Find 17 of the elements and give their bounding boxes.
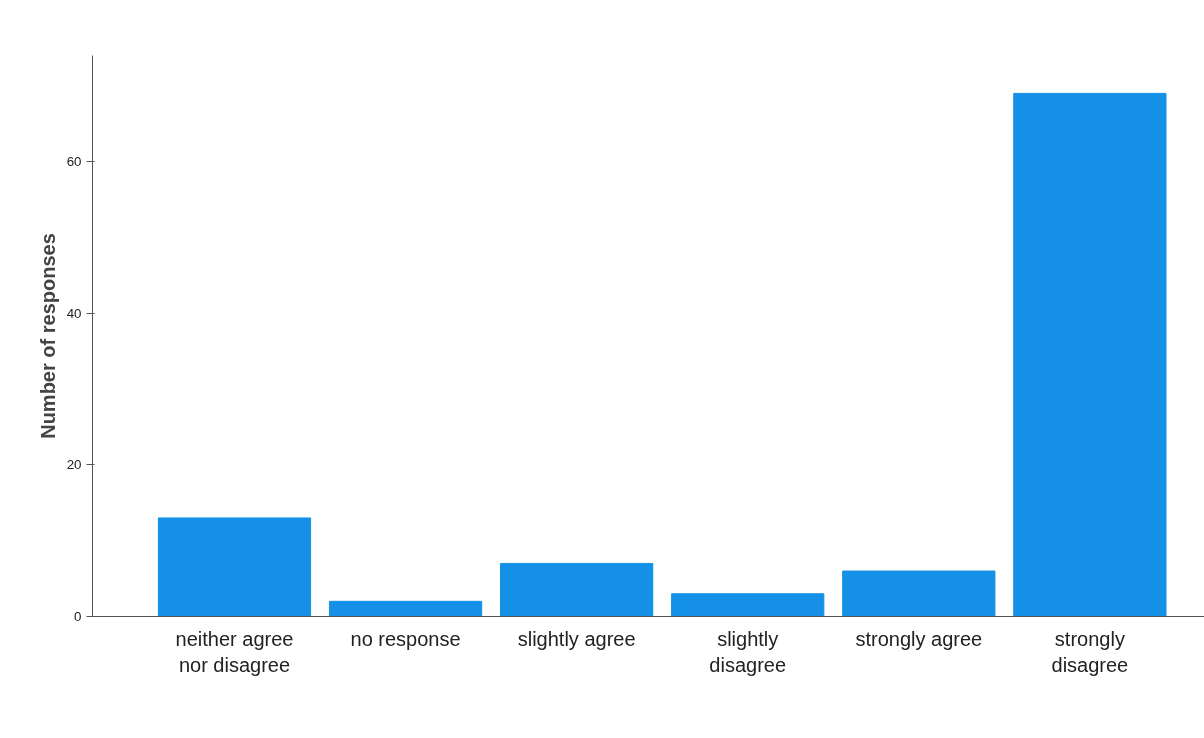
y-axis-title: Number of responses xyxy=(36,233,59,439)
x-tick-label: no response xyxy=(350,627,461,650)
y-tick-label: 60 xyxy=(66,154,82,170)
bar xyxy=(157,517,312,617)
bar xyxy=(842,570,996,617)
y-tick-label: 20 xyxy=(66,457,82,473)
bar xyxy=(328,600,483,617)
y-tick-label: 0 xyxy=(74,609,82,624)
y-tick-label: 40 xyxy=(66,305,82,321)
x-tick-label: slightly disagree xyxy=(709,627,787,676)
x-tick-label: strongly disagree xyxy=(1051,627,1129,676)
bar xyxy=(500,562,654,617)
x-tick-label: strongly agree xyxy=(855,627,983,650)
bar xyxy=(1013,92,1167,617)
bar xyxy=(671,593,825,617)
x-tick-label: slightly agree xyxy=(517,627,636,650)
x-tick-label: neither agree nor disagree xyxy=(175,627,294,676)
